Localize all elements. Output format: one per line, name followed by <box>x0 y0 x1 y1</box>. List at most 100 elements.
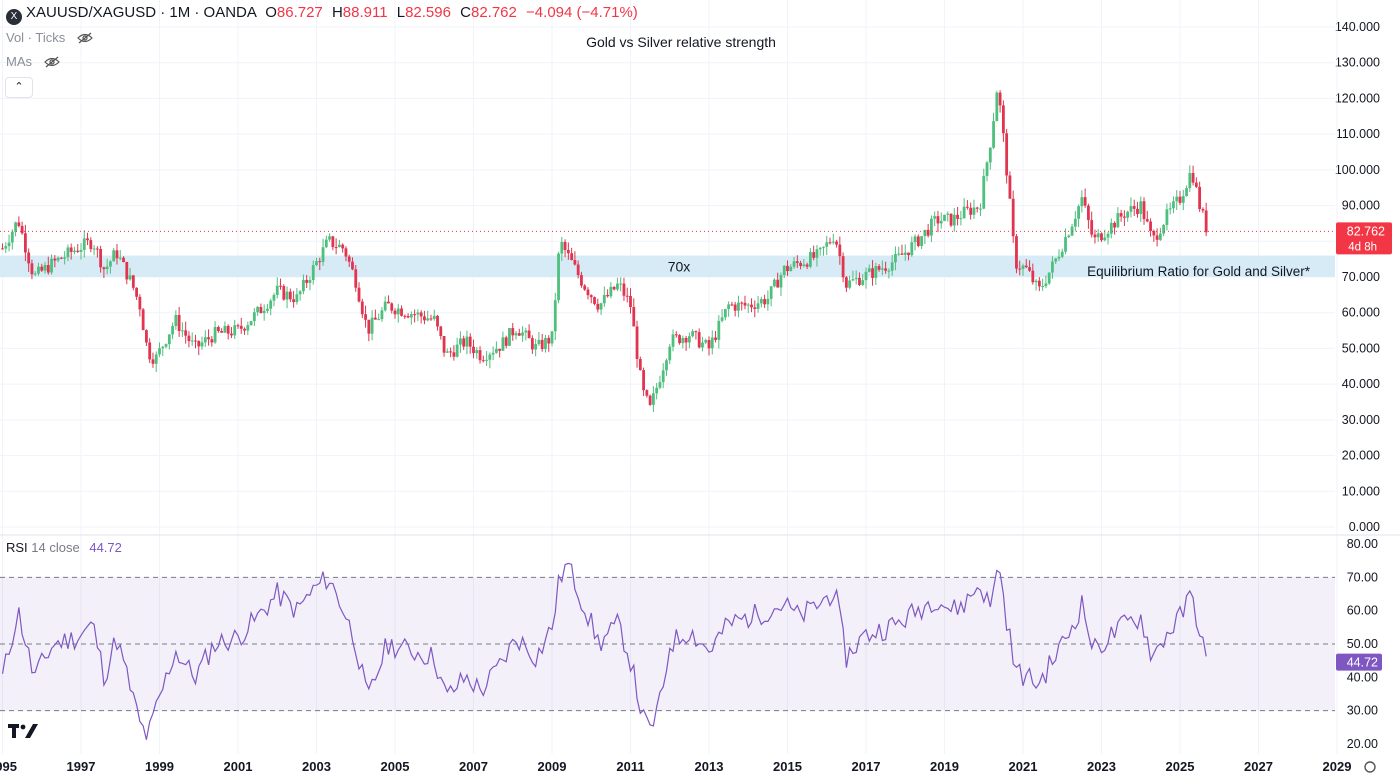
candle-body <box>380 310 384 320</box>
candle-body <box>246 325 250 331</box>
candle-body <box>194 340 197 342</box>
candle-body <box>773 279 776 287</box>
candle-body <box>1136 208 1139 214</box>
candle-body <box>220 331 224 333</box>
candle-body <box>982 175 986 209</box>
y-tick-label: 10.000 <box>1342 484 1380 498</box>
rsi-y-tick-label: 50.00 <box>1347 637 1378 651</box>
candle-body <box>262 310 266 314</box>
candle-body <box>377 319 381 321</box>
candle-body <box>1155 235 1159 240</box>
rsi-legend[interactable]: RSI 14 close 44.72 <box>6 540 122 555</box>
candle-body <box>334 247 338 249</box>
candle-body <box>553 300 557 332</box>
candle-body <box>17 222 21 227</box>
candle-body <box>835 241 838 245</box>
candle-body <box>174 315 178 326</box>
chart-title: Gold vs Silver relative strength <box>586 34 776 50</box>
candle-body <box>943 214 946 221</box>
candle-body <box>416 312 420 315</box>
candle-body <box>1191 173 1195 183</box>
candle-body <box>530 338 534 350</box>
candle-body <box>442 336 446 353</box>
candle-body <box>1175 196 1179 202</box>
candle-body <box>279 285 282 287</box>
candle-body <box>354 269 358 288</box>
candle-body <box>563 241 567 250</box>
band-note: Equilibrium Ratio for Gold and Silver* <box>1087 264 1311 279</box>
candle-body <box>651 393 655 405</box>
mas-indicator[interactable]: MAs <box>6 54 60 69</box>
candle-body <box>763 299 767 305</box>
candle-body <box>177 315 181 331</box>
candle-body <box>337 244 341 248</box>
candle-body <box>318 261 322 263</box>
change-value: −4.094 (−4.71%) <box>526 4 638 21</box>
candle-body <box>959 218 963 220</box>
symbol-title[interactable]: XAUUSD/XAGUSD · 1M · OANDA <box>26 4 257 21</box>
candle-body <box>37 266 40 274</box>
candle-body <box>511 328 515 336</box>
candle-body <box>926 229 930 236</box>
candle-body <box>266 308 269 311</box>
candle-body <box>910 242 914 256</box>
candle-body <box>148 342 152 360</box>
rsi-y-tick-label: 70.00 <box>1347 570 1378 584</box>
candle-body <box>949 213 953 226</box>
candle-body <box>756 303 760 309</box>
candle-body <box>691 331 695 337</box>
candle-body <box>46 265 50 273</box>
candle-body <box>704 340 708 343</box>
rsi-value: 44.72 <box>89 540 122 555</box>
candle-body <box>370 317 374 334</box>
y-tick-label: 50.000 <box>1342 341 1380 355</box>
candle-body <box>164 344 168 347</box>
price-badge-countdown: 4d 8h <box>1348 241 1377 253</box>
candle-body <box>102 267 106 270</box>
collapse-legend-button[interactable]: ⌃ <box>5 77 33 98</box>
candle-body <box>737 302 740 311</box>
candle-body <box>848 280 852 288</box>
candle-body <box>99 249 103 268</box>
candle-body <box>239 325 243 329</box>
candle-body <box>822 246 825 248</box>
candle-body <box>1158 233 1162 240</box>
candle-body <box>593 297 596 304</box>
close-label: C <box>460 4 471 21</box>
candle-body <box>396 308 400 315</box>
candle-body <box>158 348 161 355</box>
candle-body <box>66 247 70 258</box>
candle-body <box>351 261 354 270</box>
candle-body <box>432 315 436 319</box>
candle-body <box>887 270 891 272</box>
candle-body <box>1028 267 1031 271</box>
candle-body <box>1181 196 1185 203</box>
candle-body <box>946 213 950 215</box>
candle-body <box>86 238 89 241</box>
candle-body <box>383 301 387 311</box>
candle-body <box>1122 216 1126 218</box>
rsi-y-tick-label: 60.00 <box>1347 604 1378 618</box>
candle-body <box>537 339 541 345</box>
hidden-eye-icon[interactable] <box>43 56 60 68</box>
hidden-eye-icon[interactable] <box>77 32 93 44</box>
candle-body <box>1044 283 1048 287</box>
candle-body <box>665 360 668 371</box>
candle-body <box>707 340 711 349</box>
candle-body <box>187 335 191 342</box>
candle-body <box>599 303 603 310</box>
candle-body <box>508 328 511 346</box>
candle-body <box>648 395 652 405</box>
candle-body <box>753 307 757 309</box>
candle-body <box>184 330 188 336</box>
vol-indicator[interactable]: Vol · Ticks <box>6 30 93 45</box>
x-tick-label: 2005 <box>381 759 410 774</box>
candle-body <box>445 351 449 353</box>
low-value: 82.596 <box>405 4 451 21</box>
rsi-params: 14 close <box>31 540 80 555</box>
candle-body <box>694 331 698 333</box>
candle-body <box>1011 198 1015 237</box>
candle-body <box>645 390 649 396</box>
candle-body <box>429 318 433 320</box>
